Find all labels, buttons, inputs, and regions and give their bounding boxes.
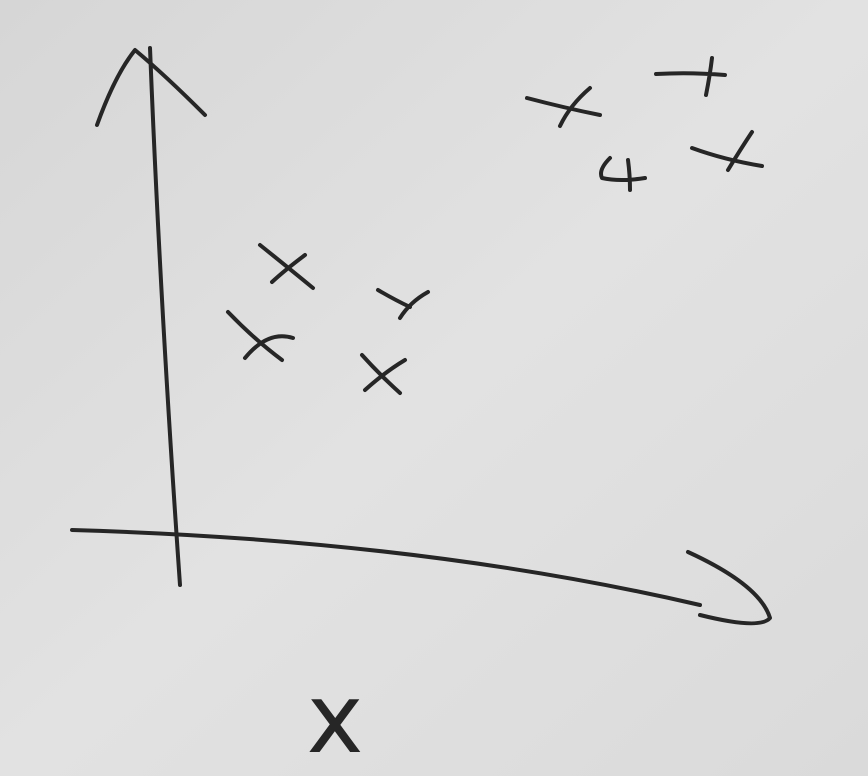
plus-mark bbox=[599, 156, 647, 192]
cross-mark bbox=[360, 353, 407, 395]
plus-mark bbox=[525, 86, 602, 128]
axis-label: x bbox=[307, 663, 364, 775]
x-axis-arrow bbox=[686, 550, 772, 626]
cross-marks bbox=[226, 243, 430, 395]
y-axis bbox=[148, 46, 182, 587]
x-axis bbox=[70, 528, 702, 607]
cross-mark bbox=[376, 288, 430, 320]
plus-marks bbox=[525, 56, 764, 192]
cross-mark bbox=[226, 310, 295, 362]
cross-mark bbox=[258, 243, 315, 290]
plus-mark bbox=[654, 56, 727, 97]
plus-mark bbox=[690, 130, 764, 172]
y-axis-arrow bbox=[95, 48, 207, 127]
